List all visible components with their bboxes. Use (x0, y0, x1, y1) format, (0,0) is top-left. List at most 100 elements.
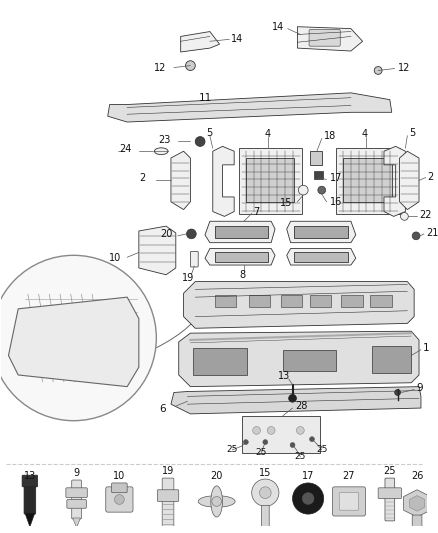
Polygon shape (403, 490, 431, 517)
FancyBboxPatch shape (24, 483, 36, 514)
Bar (249, 295, 270, 307)
Bar (215, 253, 268, 262)
Text: 2: 2 (140, 173, 146, 183)
Text: 14: 14 (231, 34, 244, 44)
Polygon shape (384, 147, 406, 216)
Circle shape (195, 136, 205, 147)
FancyBboxPatch shape (67, 499, 86, 508)
Circle shape (318, 186, 325, 194)
Bar (310, 295, 332, 307)
Text: 10: 10 (110, 253, 122, 263)
Text: 27: 27 (343, 471, 355, 481)
Polygon shape (410, 496, 425, 511)
Text: 20: 20 (160, 229, 172, 239)
Polygon shape (205, 248, 275, 265)
Text: 25: 25 (256, 448, 267, 457)
Text: 13: 13 (24, 471, 36, 481)
Circle shape (244, 440, 248, 445)
Circle shape (298, 185, 308, 195)
Bar (215, 226, 268, 238)
FancyBboxPatch shape (162, 478, 174, 527)
Polygon shape (213, 147, 234, 216)
Text: 16: 16 (329, 197, 342, 207)
Bar (371, 295, 392, 307)
Circle shape (374, 67, 382, 75)
Bar (193, 348, 247, 375)
FancyBboxPatch shape (106, 487, 133, 512)
FancyBboxPatch shape (339, 492, 359, 510)
FancyBboxPatch shape (412, 515, 422, 531)
FancyBboxPatch shape (72, 480, 81, 519)
Text: 26: 26 (411, 471, 423, 481)
Bar (336, 148, 399, 214)
Circle shape (290, 442, 295, 447)
Polygon shape (399, 151, 419, 209)
Text: 22: 22 (419, 211, 431, 221)
Bar (341, 295, 363, 307)
Circle shape (400, 213, 408, 220)
FancyBboxPatch shape (66, 488, 87, 497)
Circle shape (212, 497, 222, 506)
Circle shape (253, 426, 261, 434)
Text: 25: 25 (226, 446, 238, 454)
Polygon shape (171, 386, 421, 414)
Circle shape (297, 426, 304, 434)
Text: 25: 25 (295, 452, 306, 461)
Text: 6: 6 (159, 404, 166, 414)
Text: 17: 17 (329, 173, 342, 183)
Ellipse shape (211, 486, 223, 517)
Polygon shape (297, 27, 363, 51)
Polygon shape (73, 518, 81, 528)
Text: 8: 8 (240, 270, 246, 280)
Bar (343, 158, 392, 202)
Text: 21: 21 (426, 228, 438, 238)
Text: 12: 12 (398, 62, 410, 72)
Text: 23: 23 (158, 134, 170, 144)
Bar (246, 158, 294, 202)
FancyBboxPatch shape (261, 505, 269, 527)
Circle shape (395, 390, 400, 395)
Text: 9: 9 (74, 468, 80, 478)
Text: 20: 20 (211, 471, 223, 481)
Text: 17: 17 (302, 471, 314, 481)
Polygon shape (184, 281, 414, 328)
Polygon shape (180, 31, 219, 52)
Bar (215, 295, 236, 307)
FancyBboxPatch shape (309, 30, 340, 46)
Circle shape (187, 229, 196, 239)
Text: 28: 28 (296, 401, 308, 411)
FancyBboxPatch shape (385, 478, 395, 521)
Polygon shape (171, 151, 191, 209)
Bar (281, 295, 302, 307)
Circle shape (186, 61, 195, 70)
Text: 18: 18 (324, 131, 336, 141)
FancyBboxPatch shape (112, 483, 127, 492)
Text: 5: 5 (206, 128, 212, 138)
Circle shape (263, 440, 268, 445)
Bar (242, 416, 320, 453)
FancyBboxPatch shape (332, 487, 365, 516)
Circle shape (310, 437, 314, 442)
Text: —: — (117, 148, 124, 154)
FancyBboxPatch shape (157, 490, 179, 502)
Text: 10: 10 (113, 471, 126, 481)
FancyBboxPatch shape (22, 475, 38, 487)
Bar (294, 253, 348, 262)
Polygon shape (139, 226, 176, 275)
Circle shape (114, 495, 124, 504)
Text: 2: 2 (427, 172, 433, 182)
Circle shape (293, 483, 324, 514)
Ellipse shape (155, 148, 168, 155)
Text: 14: 14 (272, 22, 284, 31)
Text: 19: 19 (162, 466, 174, 477)
Circle shape (412, 232, 420, 240)
Text: 19: 19 (182, 273, 194, 282)
Text: 11: 11 (198, 93, 212, 103)
Circle shape (267, 426, 275, 434)
Bar (372, 346, 411, 373)
Circle shape (252, 479, 279, 506)
Bar (314, 171, 323, 180)
Text: 13: 13 (278, 371, 290, 381)
Polygon shape (108, 93, 392, 122)
Bar (294, 226, 348, 238)
